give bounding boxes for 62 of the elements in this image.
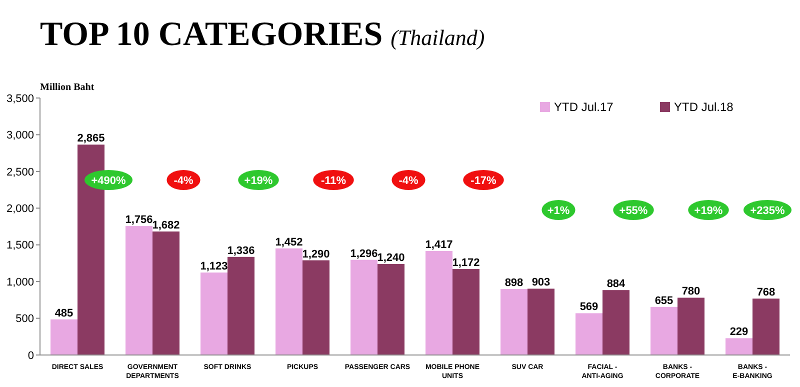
y-tick-label: 3,000 [6, 130, 34, 142]
annotation: +19% [244, 174, 273, 187]
annotation: -4% [174, 174, 194, 187]
annotation: +490% [91, 174, 126, 187]
bar [752, 298, 780, 355]
data-label: 1,123 [200, 260, 228, 273]
bar [276, 248, 302, 355]
data-label: 1,756 [125, 214, 153, 226]
y-tick-label: 2,000 [6, 202, 34, 215]
bar [302, 260, 330, 355]
annotation: -17% [470, 174, 497, 187]
bar [152, 231, 180, 355]
bar [576, 313, 602, 355]
data-label: 1,336 [227, 244, 255, 257]
data-label: 780 [682, 286, 700, 298]
bar [452, 268, 480, 355]
annotation: -4% [398, 174, 418, 187]
data-label: 655 [654, 294, 674, 307]
data-label: 1,240 [377, 252, 405, 264]
data-label: 903 [532, 276, 550, 289]
y-tick-label: 2,500 [6, 166, 34, 178]
data-label: 884 [606, 278, 626, 290]
bar [650, 306, 678, 355]
chart-subtitle: (Thailand) [390, 25, 485, 50]
data-label: 229 [730, 326, 748, 338]
y-axis-title: Million Baht [40, 82, 95, 93]
data-label: 898 [504, 277, 524, 290]
bar [126, 226, 152, 355]
data-label: 1,682 [152, 219, 180, 232]
y-tick-label: 1,500 [6, 240, 34, 252]
data-label: 2,865 [77, 132, 105, 145]
data-label: 1,296 [350, 248, 378, 260]
bar [602, 290, 630, 355]
data-label: 569 [580, 301, 598, 314]
bar [200, 272, 228, 355]
y-tick-label: 1,000 [6, 276, 34, 288]
data-label: 1,417 [425, 238, 453, 251]
legend-label: YTD Jul.18 [674, 100, 734, 114]
annotation: -11% [320, 174, 346, 187]
bar [350, 260, 378, 355]
legend-label: YTD Jul.17 [554, 100, 614, 114]
y-tick-label: 0 [28, 350, 34, 362]
bar [426, 250, 452, 355]
bar [500, 289, 528, 355]
data-label: 1,452 [275, 236, 303, 248]
chart-title: TOP 10 CATEGORIES [40, 16, 383, 53]
bar [528, 288, 554, 355]
data-label: 1,290 [302, 248, 330, 260]
data-label: 485 [54, 307, 74, 320]
bar [726, 338, 752, 355]
annotation: +1% [547, 204, 570, 217]
y-tick-label: 3,500 [6, 92, 34, 105]
data-label: 768 [756, 286, 776, 299]
data-label: 1,172 [452, 256, 480, 269]
bar [50, 319, 78, 355]
annotation: +235% [750, 204, 785, 217]
y-tick-label: 500 [16, 313, 34, 326]
annotation: +55% [619, 204, 648, 217]
annotation: +19% [694, 204, 723, 217]
bar [678, 298, 704, 355]
bar [228, 256, 254, 355]
bar [378, 264, 404, 355]
